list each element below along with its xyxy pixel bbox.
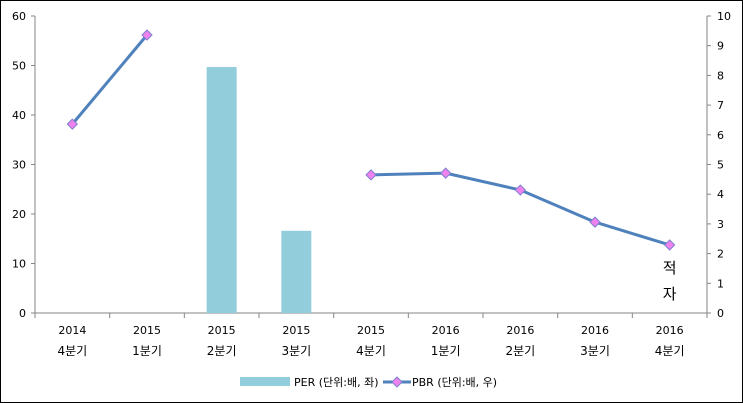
- x-tick-year: 2015: [133, 324, 161, 337]
- x-tick-year: 2015: [208, 324, 236, 337]
- x-tick-quarter: 1분기: [132, 344, 162, 358]
- x-tick-year: 2016: [432, 324, 460, 337]
- pbr-marker: [589, 216, 601, 228]
- deficit-annotation: 적: [663, 259, 677, 277]
- legend-pbr-label: PBR (단위:배, 우): [412, 376, 497, 389]
- right-tick-label: 1: [717, 277, 724, 290]
- right-tick-label: 7: [717, 99, 724, 112]
- right-tick-label: 0: [717, 307, 724, 320]
- pbr-marker: [514, 184, 527, 196]
- legend-per-swatch: [240, 377, 290, 386]
- left-tick-label: 30: [12, 159, 26, 172]
- x-tick-year: 2016: [506, 324, 534, 337]
- deficit-annotation: 자: [663, 285, 677, 303]
- pbr-marker: [439, 167, 452, 179]
- pbr-line-segment: [71, 34, 149, 126]
- x-tick-quarter: 3분기: [580, 344, 610, 358]
- right-tick-label: 10: [717, 10, 731, 23]
- right-tick-label: 8: [717, 69, 724, 82]
- x-tick-year: 2015: [357, 324, 385, 337]
- legend-pbr-marker: [391, 376, 403, 388]
- left-tick-label: 50: [12, 60, 26, 73]
- right-tick-label: 9: [717, 40, 724, 53]
- x-tick-quarter: 2분기: [505, 344, 535, 358]
- x-tick-quarter: 4분기: [655, 344, 685, 358]
- right-tick-label: 4: [717, 188, 724, 201]
- pbr-line-segment: [519, 188, 596, 224]
- pbr-marker: [663, 239, 676, 251]
- pbr-line-segment: [370, 171, 446, 177]
- left-tick-label: 10: [12, 258, 26, 271]
- x-tick-year: 2014: [58, 324, 86, 337]
- left-tick-label: 0: [19, 307, 26, 320]
- x-tick-year: 2016: [581, 324, 609, 337]
- right-tick-label: 2: [717, 248, 724, 261]
- left-tick-label: 60: [12, 10, 26, 23]
- x-tick-quarter: 4분기: [356, 344, 386, 358]
- pbr-line-segment: [594, 220, 671, 247]
- x-tick-quarter: 4분기: [57, 344, 87, 358]
- pbr-marker: [365, 169, 377, 181]
- x-tick-quarter: 2분기: [207, 344, 237, 358]
- x-tick-quarter: 3분기: [281, 344, 311, 358]
- left-tick-label: 40: [12, 109, 26, 122]
- left-tick-label: 20: [12, 208, 26, 221]
- per-bar: [281, 230, 312, 313]
- legend-per-label: PER (단위:배, 좌): [294, 376, 379, 389]
- right-tick-label: 6: [717, 129, 724, 142]
- per-bar: [206, 66, 237, 313]
- pbr-marker: [66, 118, 79, 130]
- pbr-line-segment: [445, 171, 521, 192]
- right-tick-label: 3: [717, 218, 724, 231]
- right-tick-label: 5: [717, 159, 724, 172]
- pbr-marker: [141, 29, 153, 41]
- x-tick-year: 2016: [656, 324, 684, 337]
- x-tick-year: 2015: [282, 324, 310, 337]
- x-tick-quarter: 1분기: [431, 344, 461, 358]
